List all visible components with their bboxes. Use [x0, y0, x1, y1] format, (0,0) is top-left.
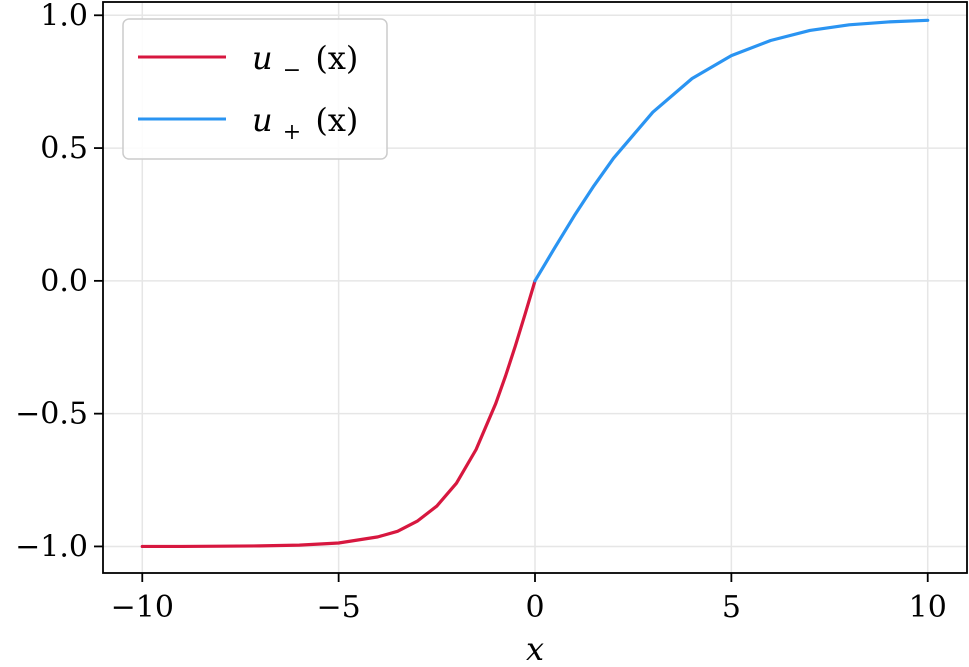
y-tick-label: −0.5 [15, 397, 88, 432]
ticks: −10 −5 0 5 10 −1.0 −0.5 0.0 0.5 1.0 [15, 0, 947, 625]
series-line-u-minus [140, 279, 537, 549]
legend-label-u-minus-arg: (x) [315, 39, 358, 77]
x-tick-label: 5 [722, 590, 741, 625]
legend-label-u-minus-base: u [252, 39, 273, 77]
y-tick-label: 0.5 [40, 131, 88, 166]
legend: u − (x) u + (x) [122, 18, 388, 160]
legend-label-u-minus-sub: − [283, 58, 301, 83]
legend-label-u-plus: u + (x) [252, 101, 358, 147]
legend-label-u-plus-sub: + [283, 120, 301, 145]
y-tick-label: −1.0 [15, 529, 88, 564]
series-line-u-plus [533, 18, 930, 283]
legend-label-u-minus: u − (x) [252, 39, 358, 85]
x-tick-label: −5 [317, 590, 361, 625]
y-tick-label: 1.0 [40, 0, 88, 33]
legend-label-u-plus-arg: (x) [315, 101, 358, 139]
x-tick-label: 0 [525, 590, 544, 625]
x-tick-label: −10 [111, 590, 174, 625]
legend-label-u-plus-base: u [252, 101, 273, 139]
x-axis-label: x [526, 630, 544, 667]
x-tick-label: 10 [909, 590, 947, 625]
series-layer [140, 18, 930, 549]
y-tick-label: 0.0 [40, 264, 88, 299]
legend-box [122, 18, 388, 160]
